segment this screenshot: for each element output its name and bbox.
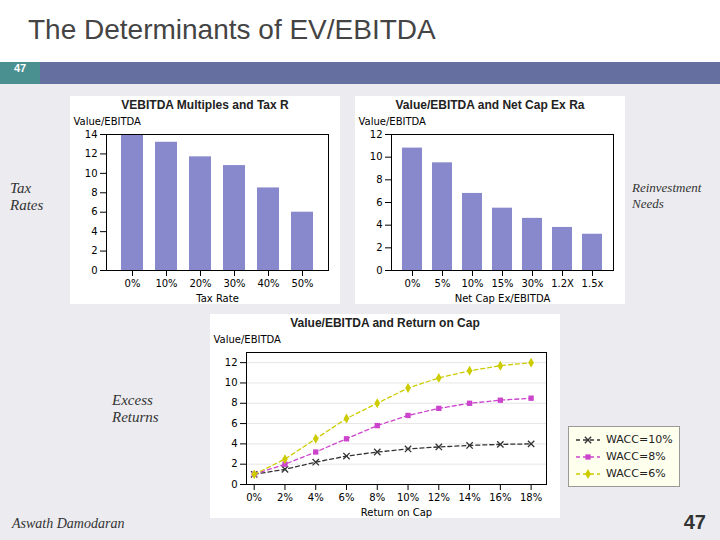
svg-text:14%: 14% xyxy=(458,492,480,503)
html-text:The Determinants of EV/EBITDA: The Determinants of EV/EBITDA xyxy=(28,14,436,45)
svg-text:2: 2 xyxy=(91,245,97,256)
svg-text:8%: 8% xyxy=(369,492,385,503)
html-text:WACC=10%: WACC=10% xyxy=(606,433,673,446)
svg-text:4: 4 xyxy=(231,438,237,449)
svg-text:12%: 12% xyxy=(428,492,450,503)
html-text:Reinvestment Needs: Reinvestment Needs xyxy=(632,180,702,211)
svg-text:6: 6 xyxy=(376,197,382,208)
svg-text:12: 12 xyxy=(85,148,98,159)
html-text:WACC=8%: WACC=8% xyxy=(606,450,666,463)
svg-text:Return on Cap: Return on Cap xyxy=(361,507,432,518)
svg-text:15%: 15% xyxy=(491,278,513,289)
svg-text:0%: 0% xyxy=(405,278,421,289)
svg-text:Tax Rate: Tax Rate xyxy=(195,293,239,304)
svg-text:0%: 0% xyxy=(125,278,141,289)
svg-text:40%: 40% xyxy=(257,278,279,289)
svg-text:0: 0 xyxy=(91,265,97,276)
svg-text:Value/EBITDA: Value/EBITDA xyxy=(74,116,142,127)
svg-text:10: 10 xyxy=(225,377,238,388)
html-text:Value/EBITDA and Return on Cap: Value/EBITDA and Return on Cap xyxy=(290,316,480,330)
html-text:WACC=6%: WACC=6% xyxy=(606,467,666,480)
svg-text:12: 12 xyxy=(225,357,238,368)
svg-text:50%: 50% xyxy=(291,278,313,289)
svg-text:2: 2 xyxy=(376,242,382,253)
svg-text:14: 14 xyxy=(85,129,98,140)
svg-text:8: 8 xyxy=(376,174,382,185)
svg-text:Net Cap Ex/EBITDA: Net Cap Ex/EBITDA xyxy=(455,293,551,304)
html-text:Value/EBITDA and Net Cap Ex Ra: Value/EBITDA and Net Cap Ex Ra xyxy=(395,98,585,112)
svg-text:Value/EBITDA: Value/EBITDA xyxy=(359,116,427,127)
svg-text:4: 4 xyxy=(376,219,382,230)
html-text:Excess Returns: Excess Returns xyxy=(112,392,159,425)
svg-text:10: 10 xyxy=(370,151,383,162)
svg-text:0%: 0% xyxy=(246,492,262,503)
svg-text:2%: 2% xyxy=(277,492,293,503)
svg-text:12: 12 xyxy=(370,129,383,140)
svg-text:20%: 20% xyxy=(189,278,211,289)
html-text:VEBITDA Multiples and Tax R: VEBITDA Multiples and Tax R xyxy=(121,98,289,112)
svg-text:1.5x: 1.5x xyxy=(582,278,604,289)
svg-text:Value/EBITDA: Value/EBITDA xyxy=(214,334,282,345)
svg-text:30%: 30% xyxy=(223,278,245,289)
svg-text:0: 0 xyxy=(376,265,382,276)
html-text:Tax Rates: Tax Rates xyxy=(10,180,44,213)
svg-text:5%: 5% xyxy=(435,278,451,289)
svg-text:8: 8 xyxy=(231,397,237,408)
svg-text:6: 6 xyxy=(231,418,237,429)
svg-text:6: 6 xyxy=(91,206,97,217)
svg-text:1.2X: 1.2X xyxy=(551,278,574,289)
html-text:47: 47 xyxy=(13,62,27,74)
svg-text:10: 10 xyxy=(85,168,98,179)
svg-text:8: 8 xyxy=(91,187,97,198)
html-text:47: 47 xyxy=(683,511,706,533)
svg-text:30%: 30% xyxy=(521,278,543,289)
svg-text:6%: 6% xyxy=(339,492,355,503)
svg-text:0: 0 xyxy=(231,479,237,490)
svg-text:10%: 10% xyxy=(155,278,177,289)
svg-text:4%: 4% xyxy=(308,492,324,503)
svg-text:10%: 10% xyxy=(461,278,483,289)
svg-text:10%: 10% xyxy=(397,492,419,503)
html-text:Aswath Damodaran: Aswath Damodaran xyxy=(12,516,125,531)
svg-text:4: 4 xyxy=(91,226,97,237)
svg-text:2: 2 xyxy=(231,458,237,469)
svg-text:18%: 18% xyxy=(520,492,542,503)
svg-text:16%: 16% xyxy=(489,492,511,503)
